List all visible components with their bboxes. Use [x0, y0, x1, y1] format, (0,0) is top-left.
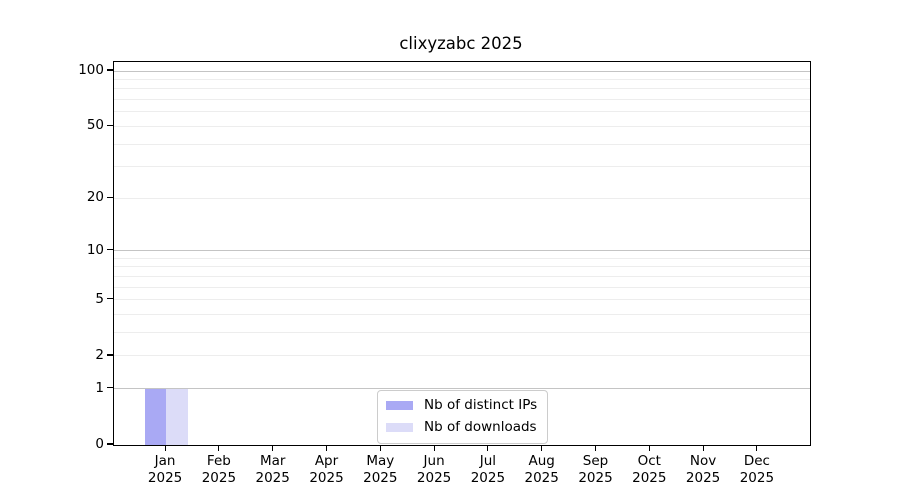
bar-distinct-ips — [144, 388, 167, 445]
x-tick-year: 2025 — [363, 469, 398, 486]
x-tick-label: Aug 2025 — [525, 453, 559, 486]
x-tick-month: Sep — [582, 453, 609, 469]
x-tick-label: Mar 2025 — [256, 453, 290, 486]
legend-item-downloads: Nb of downloads — [386, 419, 537, 436]
y-gridline-minor — [114, 197, 810, 199]
y-gridline-major — [114, 388, 810, 390]
y-gridline-minor — [114, 111, 810, 113]
x-tick-mark — [379, 445, 381, 451]
y-tick-mark — [107, 387, 113, 389]
x-tick-label: Sep 2025 — [578, 453, 612, 486]
y-tick-label: 100 — [78, 62, 104, 79]
x-tick-month: May — [366, 453, 395, 469]
x-tick-year: 2025 — [309, 469, 344, 486]
y-tick-label: 20 — [86, 189, 104, 206]
y-tick-mark — [107, 298, 113, 300]
y-tick-label: 0 — [95, 436, 104, 452]
plot-area: Nb of distinct IPs Nb of downloads — [113, 61, 811, 446]
x-tick-year: 2025 — [147, 469, 183, 486]
legend-label-downloads: Nb of downloads — [424, 419, 537, 435]
x-tick-label: May 2025 — [363, 453, 397, 486]
x-tick-year: 2025 — [416, 469, 452, 486]
y-tick-label: 50 — [86, 117, 104, 134]
x-tick-label: Dec 2025 — [740, 453, 774, 486]
y-gridline-minor — [114, 257, 810, 259]
y-gridline-minor — [114, 332, 810, 334]
x-tick-year: 2025 — [201, 469, 237, 486]
y-tick-label: 10 — [86, 241, 104, 258]
x-tick-mark — [325, 445, 328, 451]
y-gridline-minor — [114, 99, 810, 101]
y-gridline-minor — [114, 88, 810, 90]
y-gridline-minor — [114, 166, 810, 168]
x-tick-month: Mar — [259, 453, 286, 469]
x-tick-mark — [272, 445, 274, 451]
x-tick-label: Jan 2025 — [148, 453, 182, 486]
x-tick-mark — [487, 445, 489, 451]
y-gridline-minor — [114, 286, 810, 288]
y-tick-label: 2 — [95, 346, 104, 363]
x-tick-month: Aug — [528, 453, 555, 469]
x-tick-month: Dec — [743, 453, 770, 469]
x-tick-month: Feb — [206, 453, 231, 469]
y-gridline-minor — [114, 125, 810, 127]
x-tick-month: Oct — [637, 453, 661, 469]
x-tick-mark — [218, 445, 220, 451]
legend-label-distinct-ips: Nb of distinct IPs — [424, 397, 538, 413]
x-tick-year: 2025 — [578, 469, 613, 486]
y-tick-label: 5 — [95, 290, 104, 307]
chart-title: clixyzabc 2025 — [399, 34, 523, 53]
x-tick-mark — [541, 445, 543, 451]
x-tick-mark — [702, 445, 704, 451]
y-gridline-minor — [114, 314, 810, 316]
x-tick-year: 2025 — [632, 469, 667, 486]
x-tick-mark — [756, 445, 758, 451]
y-gridline-minor — [114, 355, 810, 357]
y-gridline-minor — [114, 79, 810, 81]
legend-item-distinct-ips: Nb of distinct IPs — [386, 397, 537, 414]
x-tick-month: Nov — [689, 453, 717, 469]
y-gridline-minor — [114, 143, 810, 145]
x-tick-mark — [164, 445, 166, 451]
y-gridline-minor — [114, 276, 810, 278]
x-tick-mark — [648, 445, 650, 451]
y-tick-mark — [107, 69, 113, 71]
y-gridline-major — [114, 70, 810, 72]
x-tick-year: 2025 — [470, 469, 506, 486]
x-tick-month: Apr — [314, 453, 339, 469]
y-tick-mark — [107, 354, 113, 356]
legend-swatch-distinct-ips — [386, 401, 413, 410]
y-gridline-minor — [114, 299, 810, 301]
x-tick-month: Jan — [154, 453, 176, 469]
y-tick-label: 1 — [95, 379, 104, 396]
bar-downloads — [166, 388, 188, 445]
y-gridline-major — [114, 250, 810, 252]
x-tick-label: Jul 2025 — [471, 453, 505, 486]
x-tick-label: Apr 2025 — [309, 453, 343, 486]
y-tick-mark — [107, 124, 113, 127]
x-tick-label: Nov 2025 — [686, 453, 720, 486]
legend-swatch-downloads — [386, 423, 413, 432]
x-tick-label: Oct 2025 — [632, 453, 666, 486]
x-tick-mark — [594, 445, 597, 451]
y-tick-mark — [107, 249, 113, 251]
y-tick-mark — [107, 443, 113, 445]
y-tick-mark — [107, 196, 113, 198]
x-tick-label: Feb 2025 — [202, 453, 236, 486]
x-tick-month: Jun — [423, 453, 445, 469]
x-tick-year: 2025 — [739, 469, 775, 486]
y-gridline-minor — [114, 266, 810, 268]
x-tick-month: Jul — [479, 453, 497, 469]
x-tick-mark — [433, 445, 435, 451]
x-tick-year: 2025 — [685, 469, 721, 486]
legend: Nb of distinct IPs Nb of downloads — [377, 390, 549, 444]
x-tick-year: 2025 — [255, 469, 290, 486]
x-tick-year: 2025 — [524, 469, 559, 486]
x-tick-label: Jun 2025 — [417, 453, 451, 486]
